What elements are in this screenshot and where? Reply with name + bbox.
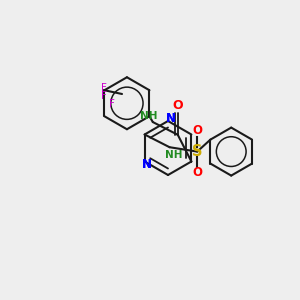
Text: O: O xyxy=(192,166,202,179)
Text: N: N xyxy=(166,112,176,125)
Text: N: N xyxy=(142,158,152,171)
Text: S: S xyxy=(192,144,202,159)
Text: NH: NH xyxy=(140,111,158,121)
Text: N: N xyxy=(166,112,176,125)
Text: O: O xyxy=(172,99,183,112)
Text: O: O xyxy=(192,124,202,137)
Text: F: F xyxy=(101,83,107,93)
Text: F: F xyxy=(101,91,107,101)
Text: NH: NH xyxy=(165,150,182,160)
Text: N: N xyxy=(142,158,152,171)
Text: F: F xyxy=(109,99,115,109)
